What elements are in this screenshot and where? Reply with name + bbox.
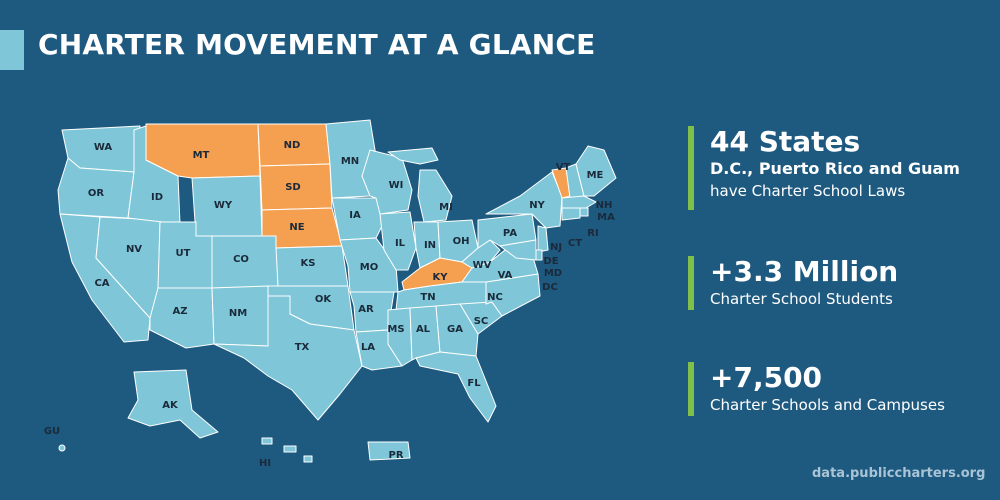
state-label-ut: UT xyxy=(176,248,191,259)
state-label-az: AZ xyxy=(173,306,188,317)
state-label-tn: TN xyxy=(420,292,435,303)
state-label-mt: MT xyxy=(193,150,210,161)
state-MI-upper xyxy=(387,147,439,165)
state-GU xyxy=(58,444,66,452)
state-label-sd: SD xyxy=(285,182,301,193)
state-label-md: MD xyxy=(544,268,562,279)
state-label-dc: DC xyxy=(542,282,558,293)
state-label-ny: NY xyxy=(529,200,545,211)
state-label-ok: OK xyxy=(315,294,333,305)
state-label-ca: CA xyxy=(94,278,109,289)
stat-headline: 44 States xyxy=(710,125,861,158)
state-label-ks: KS xyxy=(301,258,316,269)
state-NY xyxy=(485,171,563,229)
state-label-de: DE xyxy=(543,256,558,267)
state-label-il: IL xyxy=(395,238,406,249)
state-label-ma: MA xyxy=(597,212,615,223)
state-label-me: ME xyxy=(587,170,604,181)
state-IA xyxy=(331,197,385,241)
state-label-pa: PA xyxy=(503,228,517,239)
state-label-wy: WY xyxy=(214,200,233,211)
state-label-ky: KY xyxy=(433,272,449,283)
state-label-ga: GA xyxy=(447,324,463,335)
state-label-ne: NE xyxy=(289,222,304,233)
state-label-vt: VT xyxy=(556,162,571,173)
state-HI xyxy=(261,437,313,463)
state-label-nj: NJ xyxy=(550,242,562,253)
state-AZ xyxy=(149,287,215,349)
state-TX xyxy=(213,295,363,421)
state-label-gu: GU xyxy=(44,426,60,437)
stat-schools: +7,500 Charter Schools and Campuses xyxy=(688,362,945,416)
state-MI xyxy=(417,169,453,223)
state-NJ xyxy=(537,225,549,253)
title-accent-bar xyxy=(0,30,24,70)
source-credit: data.publiccharters.org xyxy=(812,466,986,481)
state-label-wv: WV xyxy=(473,260,492,271)
state-label-mn: MN xyxy=(341,156,359,167)
state-IL xyxy=(379,211,417,271)
state-MA xyxy=(561,195,597,209)
state-label-fl: FL xyxy=(467,378,481,389)
stat-description: have Charter School Laws xyxy=(710,182,906,200)
state-CT xyxy=(561,207,581,221)
state-label-nm: NM xyxy=(229,308,247,319)
stat-headline: +3.3 Million xyxy=(710,255,899,288)
state-label-ia: IA xyxy=(349,210,361,221)
state-label-nc: NC xyxy=(487,292,503,303)
state-label-sc: SC xyxy=(474,316,489,327)
state-label-hi: HI xyxy=(259,458,271,469)
state-label-ak: AK xyxy=(162,400,179,411)
state-label-ct: CT xyxy=(568,238,582,249)
stat-states: 44 States D.C., Puerto Rico and Guam hav… xyxy=(688,126,960,210)
state-label-co: CO xyxy=(233,254,249,265)
state-label-ms: MS xyxy=(387,324,404,335)
state-label-oh: OH xyxy=(453,236,470,247)
state-FL xyxy=(415,351,497,423)
state-MS xyxy=(387,307,413,367)
state-label-la: LA xyxy=(361,342,375,353)
page-title: CHARTER MOVEMENT AT A GLANCE xyxy=(38,28,596,61)
stat-description: Charter School Students xyxy=(710,290,893,308)
state-PR xyxy=(367,441,411,461)
state-label-nv: NV xyxy=(126,244,142,255)
stat-headline: +7,500 xyxy=(710,361,823,394)
state-DE xyxy=(535,249,543,261)
state-MD xyxy=(499,239,537,261)
stat-students: +3.3 Million Charter School Students xyxy=(688,256,898,310)
state-label-nh: NH xyxy=(596,200,613,211)
state-label-tx: TX xyxy=(295,342,310,353)
state-label-nd: ND xyxy=(284,140,301,151)
stat-description: Charter Schools and Campuses xyxy=(710,396,945,414)
state-AK xyxy=(127,369,219,439)
state-RI xyxy=(579,207,589,217)
state-label-wi: WI xyxy=(389,180,404,191)
state-label-mo: MO xyxy=(360,262,378,273)
state-label-ri: RI xyxy=(587,228,598,239)
state-label-va: VA xyxy=(498,270,513,281)
stat-subhead: D.C., Puerto Rico and Guam xyxy=(710,159,960,178)
state-label-mi: MI xyxy=(439,202,453,213)
state-label-id: ID xyxy=(151,192,163,203)
state-label-in: IN xyxy=(424,240,436,251)
state-label-pr: PR xyxy=(388,450,403,461)
state-label-or: OR xyxy=(88,188,105,199)
state-label-wa: WA xyxy=(94,142,113,153)
state-label-al: AL xyxy=(416,324,431,335)
state-label-ar: AR xyxy=(358,304,374,315)
